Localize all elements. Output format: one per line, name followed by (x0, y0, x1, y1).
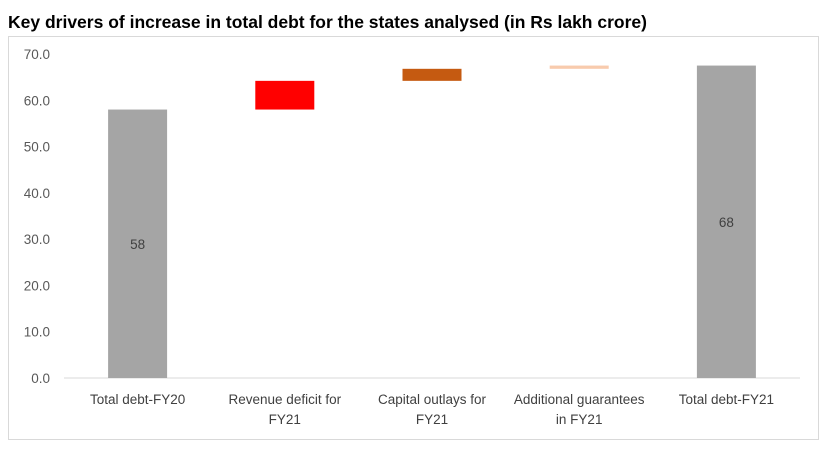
bar (402, 68, 462, 81)
bar-data-label: 68 (719, 215, 734, 230)
x-category-label: Revenue deficit for (229, 392, 342, 407)
x-category-label: Capital outlays for (378, 392, 487, 407)
y-tick-label: 10.0 (24, 325, 50, 340)
x-category-label: FY21 (416, 412, 448, 427)
bar-data-label: 58 (130, 237, 145, 252)
y-tick-label: 70.0 (24, 47, 50, 62)
chart-frame (8, 36, 819, 440)
y-tick-label: 50.0 (24, 140, 50, 155)
y-tick-label: 40.0 (24, 186, 50, 201)
y-tick-label: 20.0 (24, 278, 50, 293)
x-category-label: in FY21 (556, 412, 603, 427)
x-category-label: Additional guarantees (514, 392, 645, 407)
bar (108, 109, 168, 379)
bar (255, 80, 315, 110)
x-category-label: FY21 (269, 412, 301, 427)
y-tick-label: 30.0 (24, 232, 50, 247)
bar (549, 65, 609, 69)
y-tick-label: 0.0 (31, 371, 50, 386)
x-category-label: Total debt-FY20 (90, 392, 185, 407)
chart-title: Key drivers of increase in total debt fo… (8, 12, 647, 32)
x-category-label: Total debt-FY21 (679, 392, 774, 407)
bar (696, 65, 756, 379)
y-tick-label: 60.0 (24, 93, 50, 108)
